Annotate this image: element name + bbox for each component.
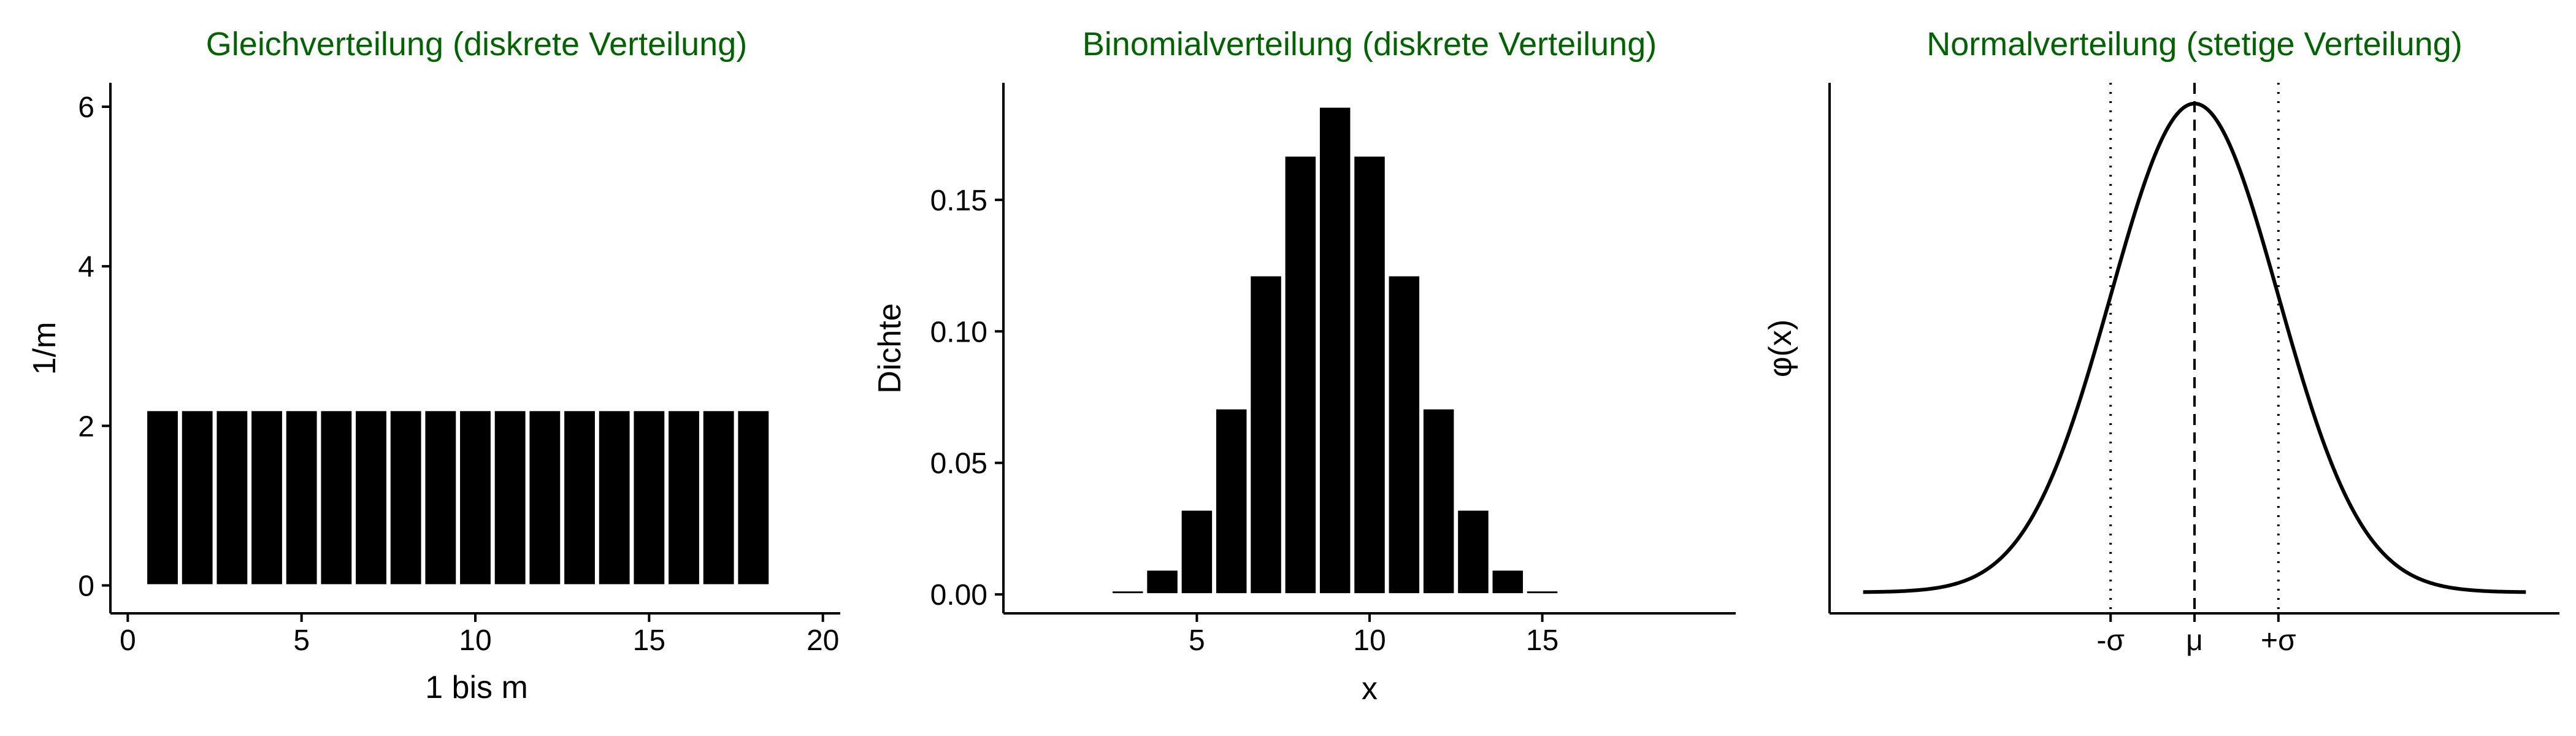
x-tick-label: 20 — [807, 624, 839, 657]
y-tick-label: 0.05 — [930, 448, 987, 480]
bar — [1213, 407, 1249, 596]
chart-title: Normalverteilung (stetige Verteilung) — [1926, 26, 2462, 63]
uniform-distribution-panel: Gleichverteilung (diskrete Verteilung) 0… — [27, 26, 840, 705]
bar — [562, 408, 597, 587]
y-axis-label: 1/m — [27, 322, 63, 375]
bar — [1179, 508, 1215, 596]
y-tick-label: 0.15 — [930, 185, 987, 217]
x-tick-group: 0 5 10 15 20 — [120, 613, 839, 657]
x-axis-label: 1 bis m — [425, 670, 528, 705]
bar — [423, 408, 459, 587]
x-tick-label: -σ — [2096, 624, 2125, 657]
bar — [458, 408, 493, 587]
x-axis-label: x — [1362, 671, 1378, 707]
x-tick-label: 5 — [293, 624, 310, 657]
bar — [735, 408, 772, 587]
bar — [145, 408, 180, 587]
y-axis-label: φ(x) — [1763, 320, 1798, 377]
y-tick-label: 0 — [78, 570, 94, 602]
chart-title: Gleichverteilung (diskrete Verteilung) — [206, 26, 747, 63]
x-tick-label: 15 — [1526, 624, 1558, 657]
bar — [318, 408, 355, 587]
x-tick-label: 10 — [459, 624, 491, 657]
x-tick-label: 10 — [1353, 624, 1386, 657]
bar — [1317, 105, 1353, 596]
y-tick-group: 0.00 0.05 0.10 0.15 — [930, 185, 1003, 611]
bar — [596, 408, 632, 587]
bar — [631, 408, 667, 587]
x-tick-group: 5 10 15 — [1189, 613, 1558, 657]
y-axis-label: Dichte — [872, 303, 908, 393]
bar — [527, 408, 563, 587]
bar — [666, 408, 702, 587]
binomial-distribution-panel: Binomialverteilung (diskrete Verteilung)… — [872, 26, 1736, 707]
bar — [1490, 568, 1526, 596]
x-tick-label: 0 — [120, 624, 136, 657]
bar-group — [145, 408, 772, 587]
x-tick-label: 5 — [1189, 624, 1205, 657]
density-curve — [1863, 101, 2526, 594]
normal-distribution-panel: Normalverteilung (stetige Verteilung) -σ… — [1763, 26, 2559, 657]
bar — [214, 408, 250, 587]
y-tick-group: 0 2 4 6 — [78, 91, 110, 602]
bar — [388, 408, 424, 587]
bar — [179, 408, 215, 587]
bar — [1144, 568, 1180, 596]
bar — [1352, 154, 1387, 596]
reference-line-group — [2109, 83, 2280, 613]
bar — [1282, 154, 1319, 596]
bar — [249, 408, 285, 587]
bar — [1110, 589, 1146, 596]
bar — [1524, 589, 1560, 596]
x-tick-label: +σ — [2261, 624, 2296, 657]
x-tick-group: -σ μ +σ — [2096, 613, 2296, 657]
x-tick-label: 15 — [633, 624, 665, 657]
y-tick-label: 4 — [78, 251, 94, 283]
y-tick-label: 6 — [78, 91, 94, 124]
bar — [1455, 508, 1491, 596]
y-tick-label: 0.10 — [930, 316, 987, 348]
bar — [1248, 274, 1284, 596]
bar — [492, 408, 528, 587]
bar — [700, 408, 737, 587]
bar — [283, 408, 320, 587]
bar — [1420, 407, 1457, 596]
chart-title: Binomialverteilung (diskrete Verteilung) — [1083, 26, 1657, 63]
bar — [353, 408, 389, 587]
bar — [1386, 274, 1422, 596]
y-tick-label: 2 — [78, 410, 94, 443]
y-tick-label: 0.00 — [930, 579, 987, 611]
x-tick-label: μ — [2186, 624, 2203, 657]
bar-group — [1110, 105, 1560, 596]
